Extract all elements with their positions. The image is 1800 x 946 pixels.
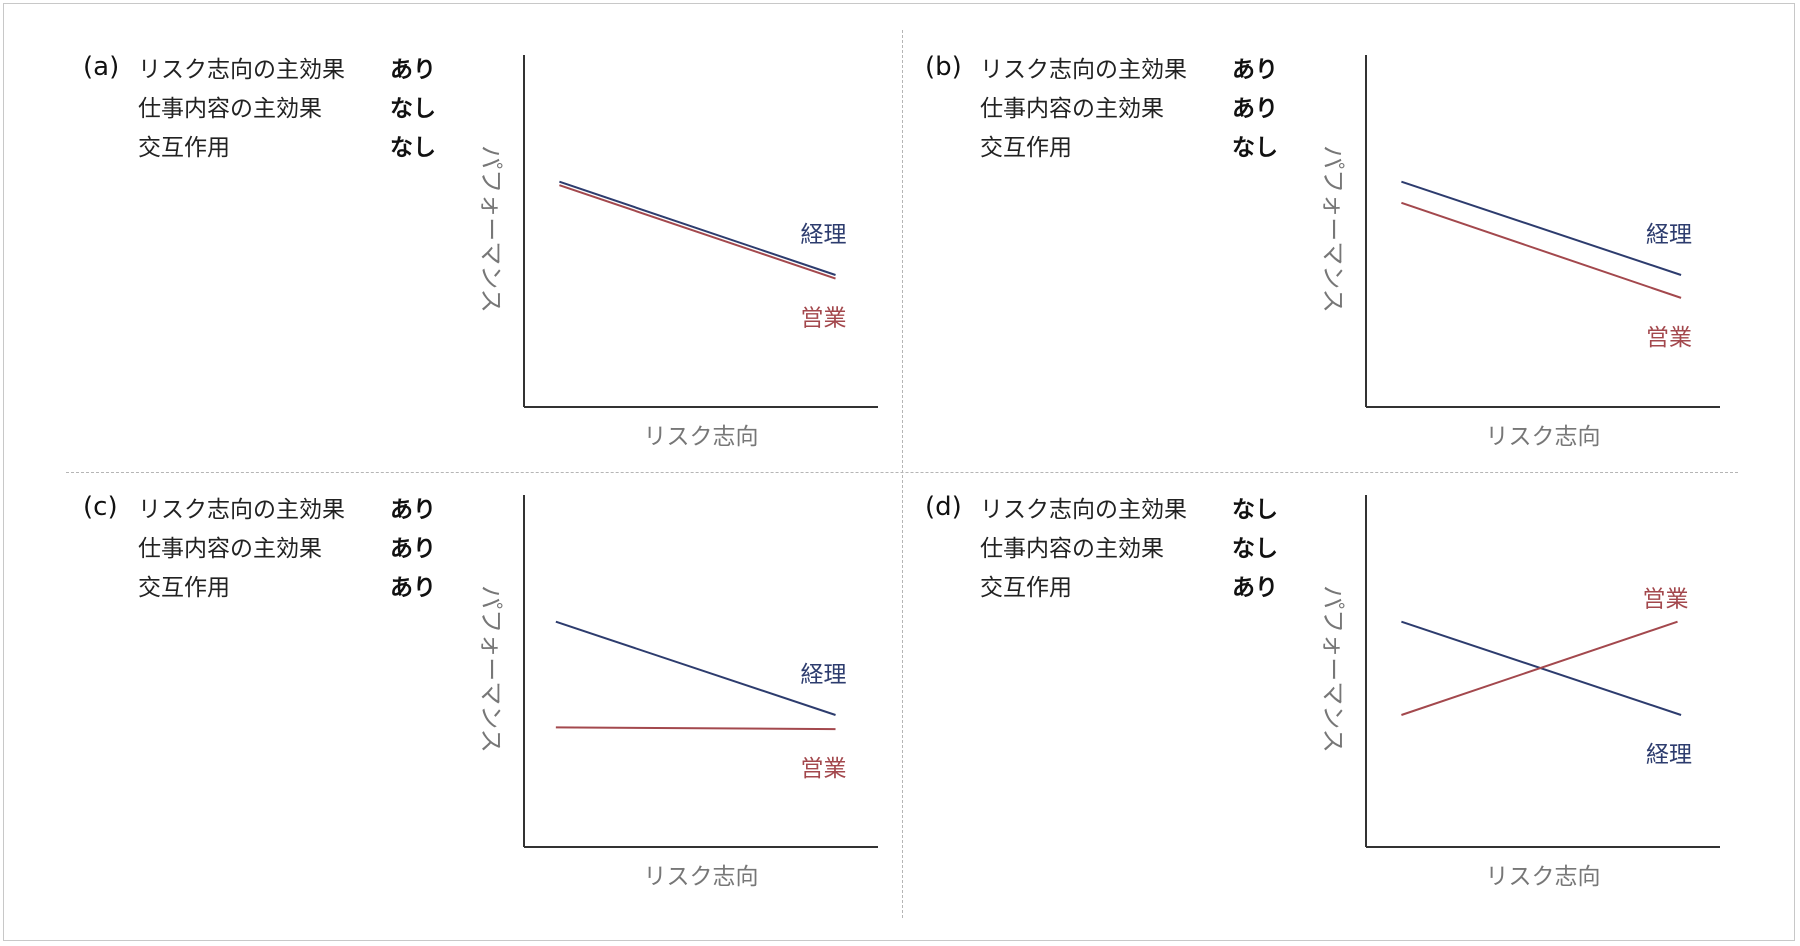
panel-label: (d) <box>925 492 962 522</box>
effect-name: リスク志向の主効果 <box>980 497 1187 523</box>
effect-value: あり <box>390 536 436 562</box>
x-axis-label: リスク志向 <box>644 864 759 890</box>
effect-value: あり <box>1232 575 1278 601</box>
effect-name: 仕事内容の主効果 <box>980 536 1164 562</box>
x-axis-label: リスク志向 <box>644 424 759 450</box>
effect-name: 仕事内容の主効果 <box>980 96 1164 122</box>
effect-value: なし <box>1232 135 1278 161</box>
series-label: 経理 <box>801 222 847 248</box>
series-label: 経理 <box>801 662 847 688</box>
vertical-divider <box>902 30 903 918</box>
panel-label: (c) <box>83 492 118 522</box>
series-label: 営業 <box>801 756 847 782</box>
effect-value: あり <box>1232 57 1278 83</box>
effect-value: なし <box>1232 536 1278 562</box>
series-line <box>1401 201 1682 299</box>
effect-name: 交互作用 <box>138 135 230 161</box>
panel-label: (a) <box>83 52 120 82</box>
series-line <box>1401 620 1678 716</box>
effect-name: リスク志向の主効果 <box>138 497 345 523</box>
series-line <box>555 726 836 731</box>
figure-frame <box>3 3 1795 941</box>
effect-value: あり <box>390 575 436 601</box>
panel-label: (b) <box>925 52 962 82</box>
x-axis-label: リスク志向 <box>1486 864 1601 890</box>
panel-c: (c) リスク志向の主効果 あり 仕事内容の主効果 あり 交互作用 あり リスク… <box>66 470 966 910</box>
series-label: 営業 <box>801 306 847 332</box>
effect-value: あり <box>390 497 436 523</box>
series-line <box>555 620 836 716</box>
series-label: 経理 <box>1646 742 1692 768</box>
effect-name: 交互作用 <box>980 575 1072 601</box>
effect-name: 仕事内容の主効果 <box>138 536 322 562</box>
effect-value: なし <box>1232 497 1278 523</box>
series-line <box>1401 180 1682 276</box>
series-label: 営業 <box>1646 325 1692 351</box>
effect-name: リスク志向の主効果 <box>980 57 1187 83</box>
effect-name: 交互作用 <box>138 575 230 601</box>
effect-name: 仕事内容の主効果 <box>138 96 322 122</box>
y-axis-label: パフォーマンス <box>477 145 505 313</box>
effect-value: あり <box>390 57 436 83</box>
y-axis-label: パフォーマンス <box>1319 585 1347 753</box>
effect-value: あり <box>1232 96 1278 122</box>
y-axis-label: パフォーマンス <box>1319 145 1347 313</box>
horizontal-divider <box>66 472 1738 473</box>
effect-value: なし <box>390 135 436 161</box>
panel-a: (a) リスク志向の主効果 あり 仕事内容の主効果 なし 交互作用 なし リスク… <box>66 30 966 470</box>
effect-name: リスク志向の主効果 <box>138 57 345 83</box>
panel-d: (d) リスク志向の主効果 なし 仕事内容の主効果 なし 交互作用 あり リスク… <box>908 470 1800 910</box>
x-axis-label: リスク志向 <box>1486 424 1601 450</box>
panel-b: (b) リスク志向の主効果 あり 仕事内容の主効果 あり 交互作用 なし リスク… <box>908 30 1800 470</box>
y-axis-label: パフォーマンス <box>477 585 505 753</box>
effect-name: 交互作用 <box>980 135 1072 161</box>
series-label: 営業 <box>1643 587 1689 613</box>
series-line <box>559 180 836 276</box>
series-label: 経理 <box>1646 222 1692 248</box>
effect-value: なし <box>390 96 436 122</box>
series-line <box>559 184 836 280</box>
